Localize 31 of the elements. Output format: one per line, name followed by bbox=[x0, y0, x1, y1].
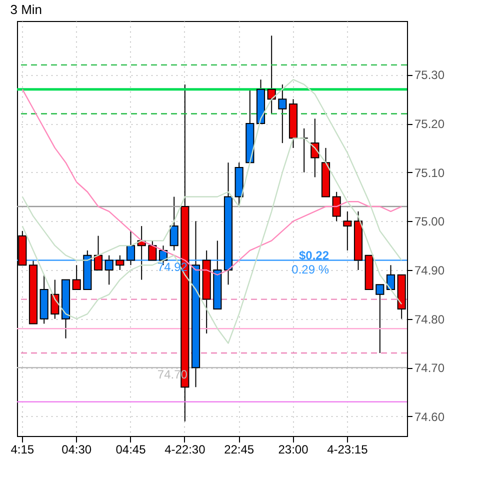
y-tick-label: 74.60 bbox=[414, 410, 445, 424]
candlestick bbox=[343, 210, 352, 251]
y-tick-label: 74.80 bbox=[414, 312, 445, 326]
candlestick bbox=[94, 235, 103, 270]
candlestick bbox=[332, 191, 341, 222]
x-tick-label: 4:15 bbox=[10, 442, 34, 456]
y-tick-label: 74.90 bbox=[414, 264, 445, 278]
x-tick-label: 22:45 bbox=[224, 442, 254, 456]
x-tick-label: 4-23:15 bbox=[327, 442, 368, 456]
candlestick bbox=[50, 279, 60, 320]
x-tick-label: 04:30 bbox=[62, 442, 92, 456]
y-tick-label: 75.00 bbox=[414, 214, 445, 229]
candlestick bbox=[170, 196, 178, 251]
candlestick bbox=[148, 240, 157, 261]
y-tick-label: 75.30 bbox=[414, 68, 445, 82]
x-tick-label: 23:00 bbox=[278, 442, 309, 456]
x-tick-label: 4-22:30 bbox=[164, 442, 206, 456]
y-tick-label: 74.70 bbox=[414, 361, 445, 376]
y-tick-label: 75.10 bbox=[414, 166, 445, 180]
candlestick bbox=[116, 254, 124, 270]
candlestick bbox=[376, 284, 384, 354]
x-tick-label: 04:45 bbox=[116, 442, 146, 456]
candlestick bbox=[278, 84, 287, 144]
candlestick bbox=[386, 264, 396, 290]
chart-title: 3 Min bbox=[10, 2, 42, 17]
candlestick bbox=[72, 264, 81, 290]
annotation: $0.22 bbox=[298, 248, 330, 262]
y-tick-label: 75.20 bbox=[414, 117, 445, 132]
candlestick bbox=[126, 230, 136, 266]
candlestick bbox=[104, 254, 114, 286]
annotation: 0.29 % bbox=[292, 262, 330, 276]
